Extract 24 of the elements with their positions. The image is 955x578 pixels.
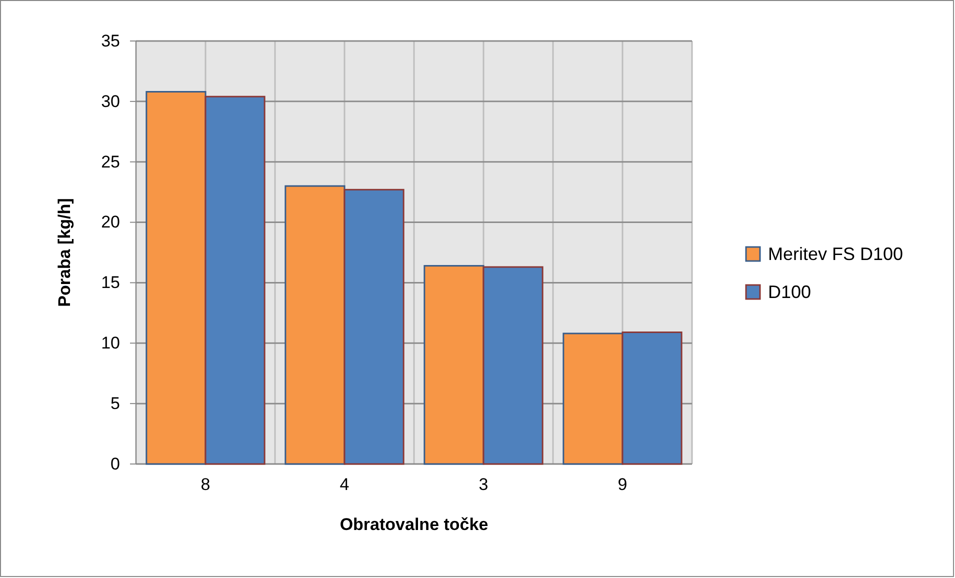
bar (146, 91, 206, 465)
bar (344, 188, 404, 465)
x-tick-label: 4 (340, 475, 350, 494)
legend-label: D100 (768, 282, 812, 302)
x-axis-title: Obratovalne točke (340, 515, 488, 534)
y-tick-label: 35 (101, 31, 120, 50)
y-tick-label: 5 (110, 394, 120, 414)
bar (284, 185, 346, 465)
bar (562, 332, 624, 465)
y-tick-label: 0 (110, 454, 120, 474)
x-tick-label: 8 (200, 475, 210, 494)
y-axis-title: Poraba [kg/h] (55, 198, 74, 307)
x-tick-label: 9 (618, 475, 628, 494)
bar (424, 265, 484, 465)
x-tick-label: 3 (478, 475, 488, 494)
y-tick-label: 20 (101, 212, 120, 232)
y-tick-label: 10 (101, 334, 120, 353)
bar (204, 96, 266, 465)
bar (622, 332, 682, 465)
legend-label: Meritev FS D100 (768, 244, 904, 264)
y-tick-label: 15 (101, 273, 120, 292)
bar (482, 266, 544, 465)
y-tick-label: 30 (101, 92, 120, 111)
y-tick-label: 25 (101, 152, 120, 172)
